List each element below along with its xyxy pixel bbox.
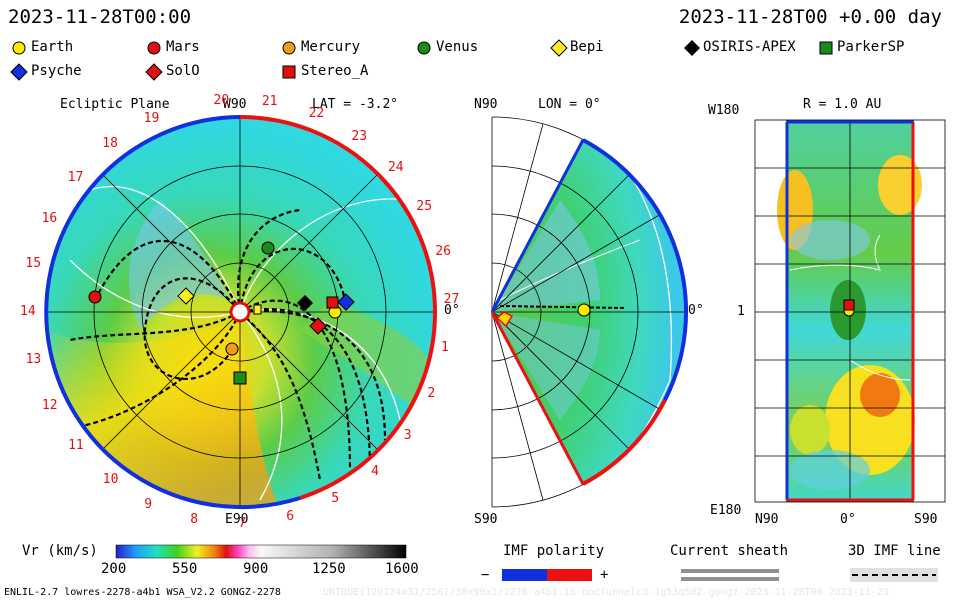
imf-minus: − xyxy=(481,567,490,583)
ecliptic-tick-label: 14 xyxy=(20,304,36,320)
footer-right: UNIQUE(129134a31/2561/30x90x1/2278-a4b1.… xyxy=(323,587,889,598)
imf-plus: + xyxy=(600,567,609,583)
ecliptic-tick-label: 4 xyxy=(371,463,379,479)
solo-marker-icon xyxy=(145,63,163,81)
ecliptic-tick-label: 7 xyxy=(238,515,247,531)
map-title: R = 1.0 AU xyxy=(803,97,882,112)
map-mid-label: 1 xyxy=(737,304,745,319)
ecliptic-tick-label: 6 xyxy=(286,508,295,524)
ecliptic-tick-label: 8 xyxy=(190,511,199,527)
legend-osiris-apex: OSIRIS-APEX xyxy=(703,39,796,55)
ecliptic-tick-label: 12 xyxy=(41,397,58,413)
ecliptic-tick-label: 21 xyxy=(261,94,278,110)
legend-parkersp: ParkerSP xyxy=(837,39,905,55)
legend-bepi: Bepi xyxy=(570,39,604,55)
imf-polarity-bar xyxy=(502,569,592,581)
parkersp-marker-icon xyxy=(819,41,833,55)
ecliptic-tick-label: 10 xyxy=(102,472,119,488)
meridional-title: LON = 0° xyxy=(538,97,601,112)
map-x-label-0: 0° xyxy=(840,512,856,527)
current-sheath-title: Current sheath xyxy=(670,543,789,559)
legend-mercury: Mercury xyxy=(301,39,361,55)
ecliptic-tick-label: 15 xyxy=(25,256,42,272)
imf-polarity-title: IMF polarity xyxy=(503,543,605,559)
ecliptic-tick-label: 9 xyxy=(144,496,153,512)
meridional-right-label: 0° xyxy=(688,303,704,318)
map-top-label: W180 xyxy=(708,103,740,118)
radial-map xyxy=(754,119,946,503)
map-x-label-n90: N90 xyxy=(755,512,779,527)
ecliptic-plane-disk xyxy=(44,115,438,510)
colorbar-tick-200: 200 xyxy=(101,561,127,577)
bepi-marker-icon xyxy=(550,39,568,57)
venus-marker-icon xyxy=(417,41,431,55)
colorbar-label: Vr (km/s) xyxy=(22,543,98,559)
velocity-colorbar xyxy=(115,544,407,559)
date-left: 2023-11-28T00:00 xyxy=(8,6,192,28)
ecliptic-tick-label: 16 xyxy=(41,210,58,226)
legend-solo: SolO xyxy=(166,63,200,79)
ecliptic-tick-label: 22 xyxy=(308,106,325,122)
ecliptic-tick-label: 11 xyxy=(68,438,84,454)
ecliptic-tick-label: 17 xyxy=(67,170,84,186)
ecliptic-title: Ecliptic Plane xyxy=(60,97,170,112)
colorbar-tick-1250: 1250 xyxy=(312,561,346,577)
osiris-apex-marker-icon xyxy=(684,40,700,56)
legend-mars: Mars xyxy=(166,39,200,55)
current-sheath-swatch xyxy=(681,569,779,581)
legend-psyche: Psyche xyxy=(31,63,82,79)
colorbar-tick-1600: 1600 xyxy=(385,561,419,577)
date-right: 2023-11-28T00 +0.00 day xyxy=(678,6,942,28)
ecliptic-bottom-label: E90 xyxy=(225,512,249,527)
ecliptic-right-label: 0° xyxy=(444,303,460,318)
earth-marker-icon xyxy=(12,41,26,55)
meridional-top-label: N90 xyxy=(474,97,498,112)
ecliptic-tick-label: 2 xyxy=(427,386,436,402)
ecliptic-tick-label: 5 xyxy=(331,491,340,507)
map-bottom-label: E180 xyxy=(710,503,742,518)
legend-stereo-a: Stereo_A xyxy=(301,63,369,79)
imf-line-swatch xyxy=(850,568,938,582)
ecliptic-top-label: W90 xyxy=(223,97,247,112)
ecliptic-tick-label: 18 xyxy=(102,136,118,152)
psyche-marker-icon xyxy=(10,63,28,81)
map-x-label-s90: S90 xyxy=(914,512,938,527)
ecliptic-tick-label: 26 xyxy=(435,243,451,259)
imf-line-title: 3D IMF line xyxy=(848,543,941,559)
ecliptic-tick-label: 3 xyxy=(403,428,412,444)
footer-left: ENLIL-2.7 lowres-2278-a4b1 WSA_V2.2 GONG… xyxy=(4,587,281,598)
stereo-a-marker-icon xyxy=(282,65,296,79)
colorbar-tick-550: 550 xyxy=(172,561,198,577)
mercury-marker-icon xyxy=(282,41,296,55)
ecliptic-tick-label: 13 xyxy=(25,352,42,368)
ecliptic-tick-label: 1 xyxy=(440,339,449,355)
ecliptic-tick-label: 25 xyxy=(416,199,433,215)
ecliptic-tick-label: 27 xyxy=(443,291,460,307)
legend-venus: Venus xyxy=(436,39,479,55)
ecliptic-lat: LAT = -3.2° xyxy=(312,97,399,112)
ecliptic-tick-label: 24 xyxy=(387,160,404,176)
meridional-bottom-label: S90 xyxy=(474,512,498,527)
legend-earth: Earth xyxy=(31,39,74,55)
ecliptic-tick-label: 20 xyxy=(213,92,230,108)
colorbar-tick-900: 900 xyxy=(243,561,269,577)
ecliptic-tick-label: 23 xyxy=(351,128,368,144)
ecliptic-tick-label: 19 xyxy=(143,111,160,127)
mars-marker-icon xyxy=(147,41,161,55)
meridional-plane-sector xyxy=(490,116,689,508)
